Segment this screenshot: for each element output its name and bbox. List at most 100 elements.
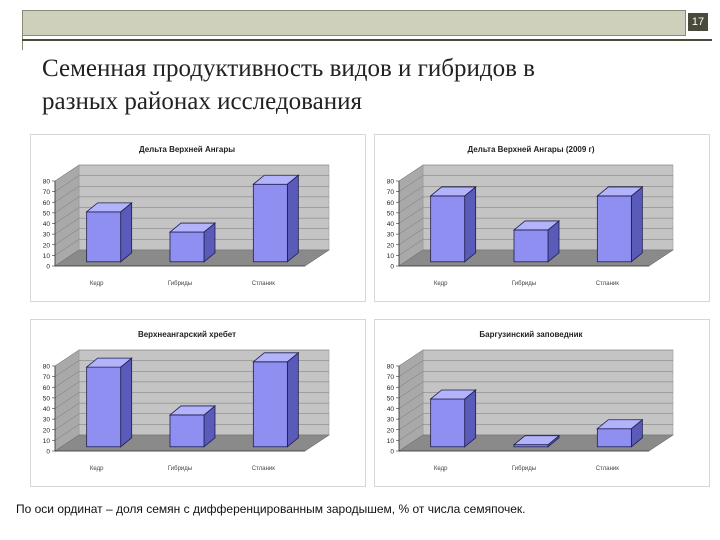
bar-top xyxy=(85,202,133,213)
y-tick-label: 20 xyxy=(43,427,51,434)
bar-side xyxy=(630,186,643,263)
y-tick-label: 30 xyxy=(387,417,395,424)
bar xyxy=(85,357,133,448)
gridline xyxy=(398,164,673,182)
x-tick-label: Гибриды xyxy=(168,281,192,287)
bar-top xyxy=(429,186,477,197)
chart-title: Баргузинский заповедник xyxy=(479,330,583,339)
y-tick-label: 70 xyxy=(43,374,51,381)
y-tick-label: 60 xyxy=(43,200,51,207)
y-tick-label: 80 xyxy=(43,179,51,186)
bar xyxy=(252,351,300,448)
gridline xyxy=(398,186,673,203)
gridline xyxy=(54,381,329,399)
gridline xyxy=(398,349,673,367)
gridline xyxy=(54,371,329,388)
y-tick-label: 50 xyxy=(43,210,51,217)
gridline xyxy=(398,434,673,452)
bar-top xyxy=(512,220,561,231)
x-tick-label: Стланик xyxy=(252,281,275,287)
y-tick-label: 10 xyxy=(387,438,395,445)
chart-title: Дельта Верхней Ангары (2009 г) xyxy=(467,145,594,154)
gridline xyxy=(54,175,329,192)
gridline xyxy=(54,434,329,452)
bar-top xyxy=(512,435,561,446)
gridline xyxy=(398,207,673,224)
y-tick-label: 0 xyxy=(390,449,394,456)
y-tick-label: 70 xyxy=(387,189,395,196)
y-tick-label: 30 xyxy=(387,232,395,239)
y-tick-label: 0 xyxy=(46,449,50,456)
x-tick-label: Стланик xyxy=(596,466,619,472)
bar-face xyxy=(513,229,549,263)
gridline xyxy=(398,360,673,377)
slide-title-line-1: Семенная продуктивность видов и гибридов… xyxy=(42,55,535,82)
bar-side xyxy=(120,202,133,263)
y-tick-label: 30 xyxy=(43,417,51,424)
bar-side xyxy=(286,351,299,448)
y-tick-label: 50 xyxy=(387,210,395,217)
bar xyxy=(596,418,644,448)
y-tick-label: 10 xyxy=(43,253,51,260)
gridline xyxy=(398,239,673,256)
bar-face xyxy=(596,195,632,263)
gridline xyxy=(54,164,329,182)
gridline xyxy=(398,217,673,235)
bar-top xyxy=(168,405,217,416)
y-tick-label: 70 xyxy=(43,189,51,196)
bar-chart-4: Баргузинский заповедник 0 10 20 30 40 50 60 70 80… xyxy=(387,330,674,472)
bar-face xyxy=(430,195,466,263)
gridline xyxy=(54,349,329,367)
y-tick-label: 20 xyxy=(387,242,395,249)
gridline xyxy=(54,392,329,409)
gridline xyxy=(398,196,673,214)
bar-side xyxy=(120,357,133,448)
bar-top xyxy=(252,174,300,185)
bar-face xyxy=(430,398,466,448)
y-tick-label: 0 xyxy=(46,264,50,271)
chart-title: Дельта Верхней Ангары xyxy=(139,145,235,154)
x-tick-label: Гибриды xyxy=(512,281,536,287)
bar-face xyxy=(169,231,205,263)
gridline xyxy=(398,392,673,409)
bar-chart-1: Дельта Верхней Ангары 0 10 20 30 40 50 60 70 80 Ке… xyxy=(43,145,330,287)
gridline xyxy=(54,360,329,377)
bar xyxy=(512,434,561,448)
bar-side xyxy=(286,174,299,263)
bar-top xyxy=(596,186,644,197)
gridline xyxy=(54,196,329,214)
gridline xyxy=(54,413,329,430)
bar-face xyxy=(169,414,205,448)
gridline xyxy=(54,228,329,245)
y-tick-label: 80 xyxy=(387,364,395,371)
chart-panel-4: Баргузинский заповедник 0 10 20 30 40 50 60 70 80… xyxy=(374,319,710,487)
x-tick-label: Гибриды xyxy=(168,466,192,472)
gridline xyxy=(54,424,329,441)
chart-panel-3: Верхнеангарский хребет 0 10 20 30 40 50 60 70 80 К… xyxy=(30,319,366,487)
y-tick-label: 20 xyxy=(387,427,395,434)
bar-chart-3: Верхнеангарский хребет 0 10 20 30 40 50 60 70 80 К… xyxy=(43,330,330,472)
gridline xyxy=(54,402,329,420)
y-tick-label: 80 xyxy=(43,364,51,371)
bar xyxy=(596,186,644,263)
gridline xyxy=(398,175,673,192)
y-tick-label: 10 xyxy=(387,253,395,260)
bar-top xyxy=(429,389,477,400)
y-tick-label: 60 xyxy=(387,200,395,207)
gridline xyxy=(398,371,673,388)
left-divider xyxy=(22,10,23,50)
y-tick-label: 60 xyxy=(387,385,395,392)
bar xyxy=(512,220,561,263)
chart-title: Верхнеангарский хребет xyxy=(138,330,236,339)
bar xyxy=(252,174,300,263)
gridline xyxy=(54,249,329,267)
header-divider xyxy=(22,39,712,41)
y-tick-label: 10 xyxy=(43,438,51,445)
bar xyxy=(429,186,477,263)
bar xyxy=(168,222,217,263)
header-bar xyxy=(22,10,686,36)
bar-face xyxy=(86,211,122,263)
bar-face xyxy=(252,361,288,448)
x-tick-label: Кедр xyxy=(434,281,448,287)
x-tick-label: Стланик xyxy=(596,281,619,287)
